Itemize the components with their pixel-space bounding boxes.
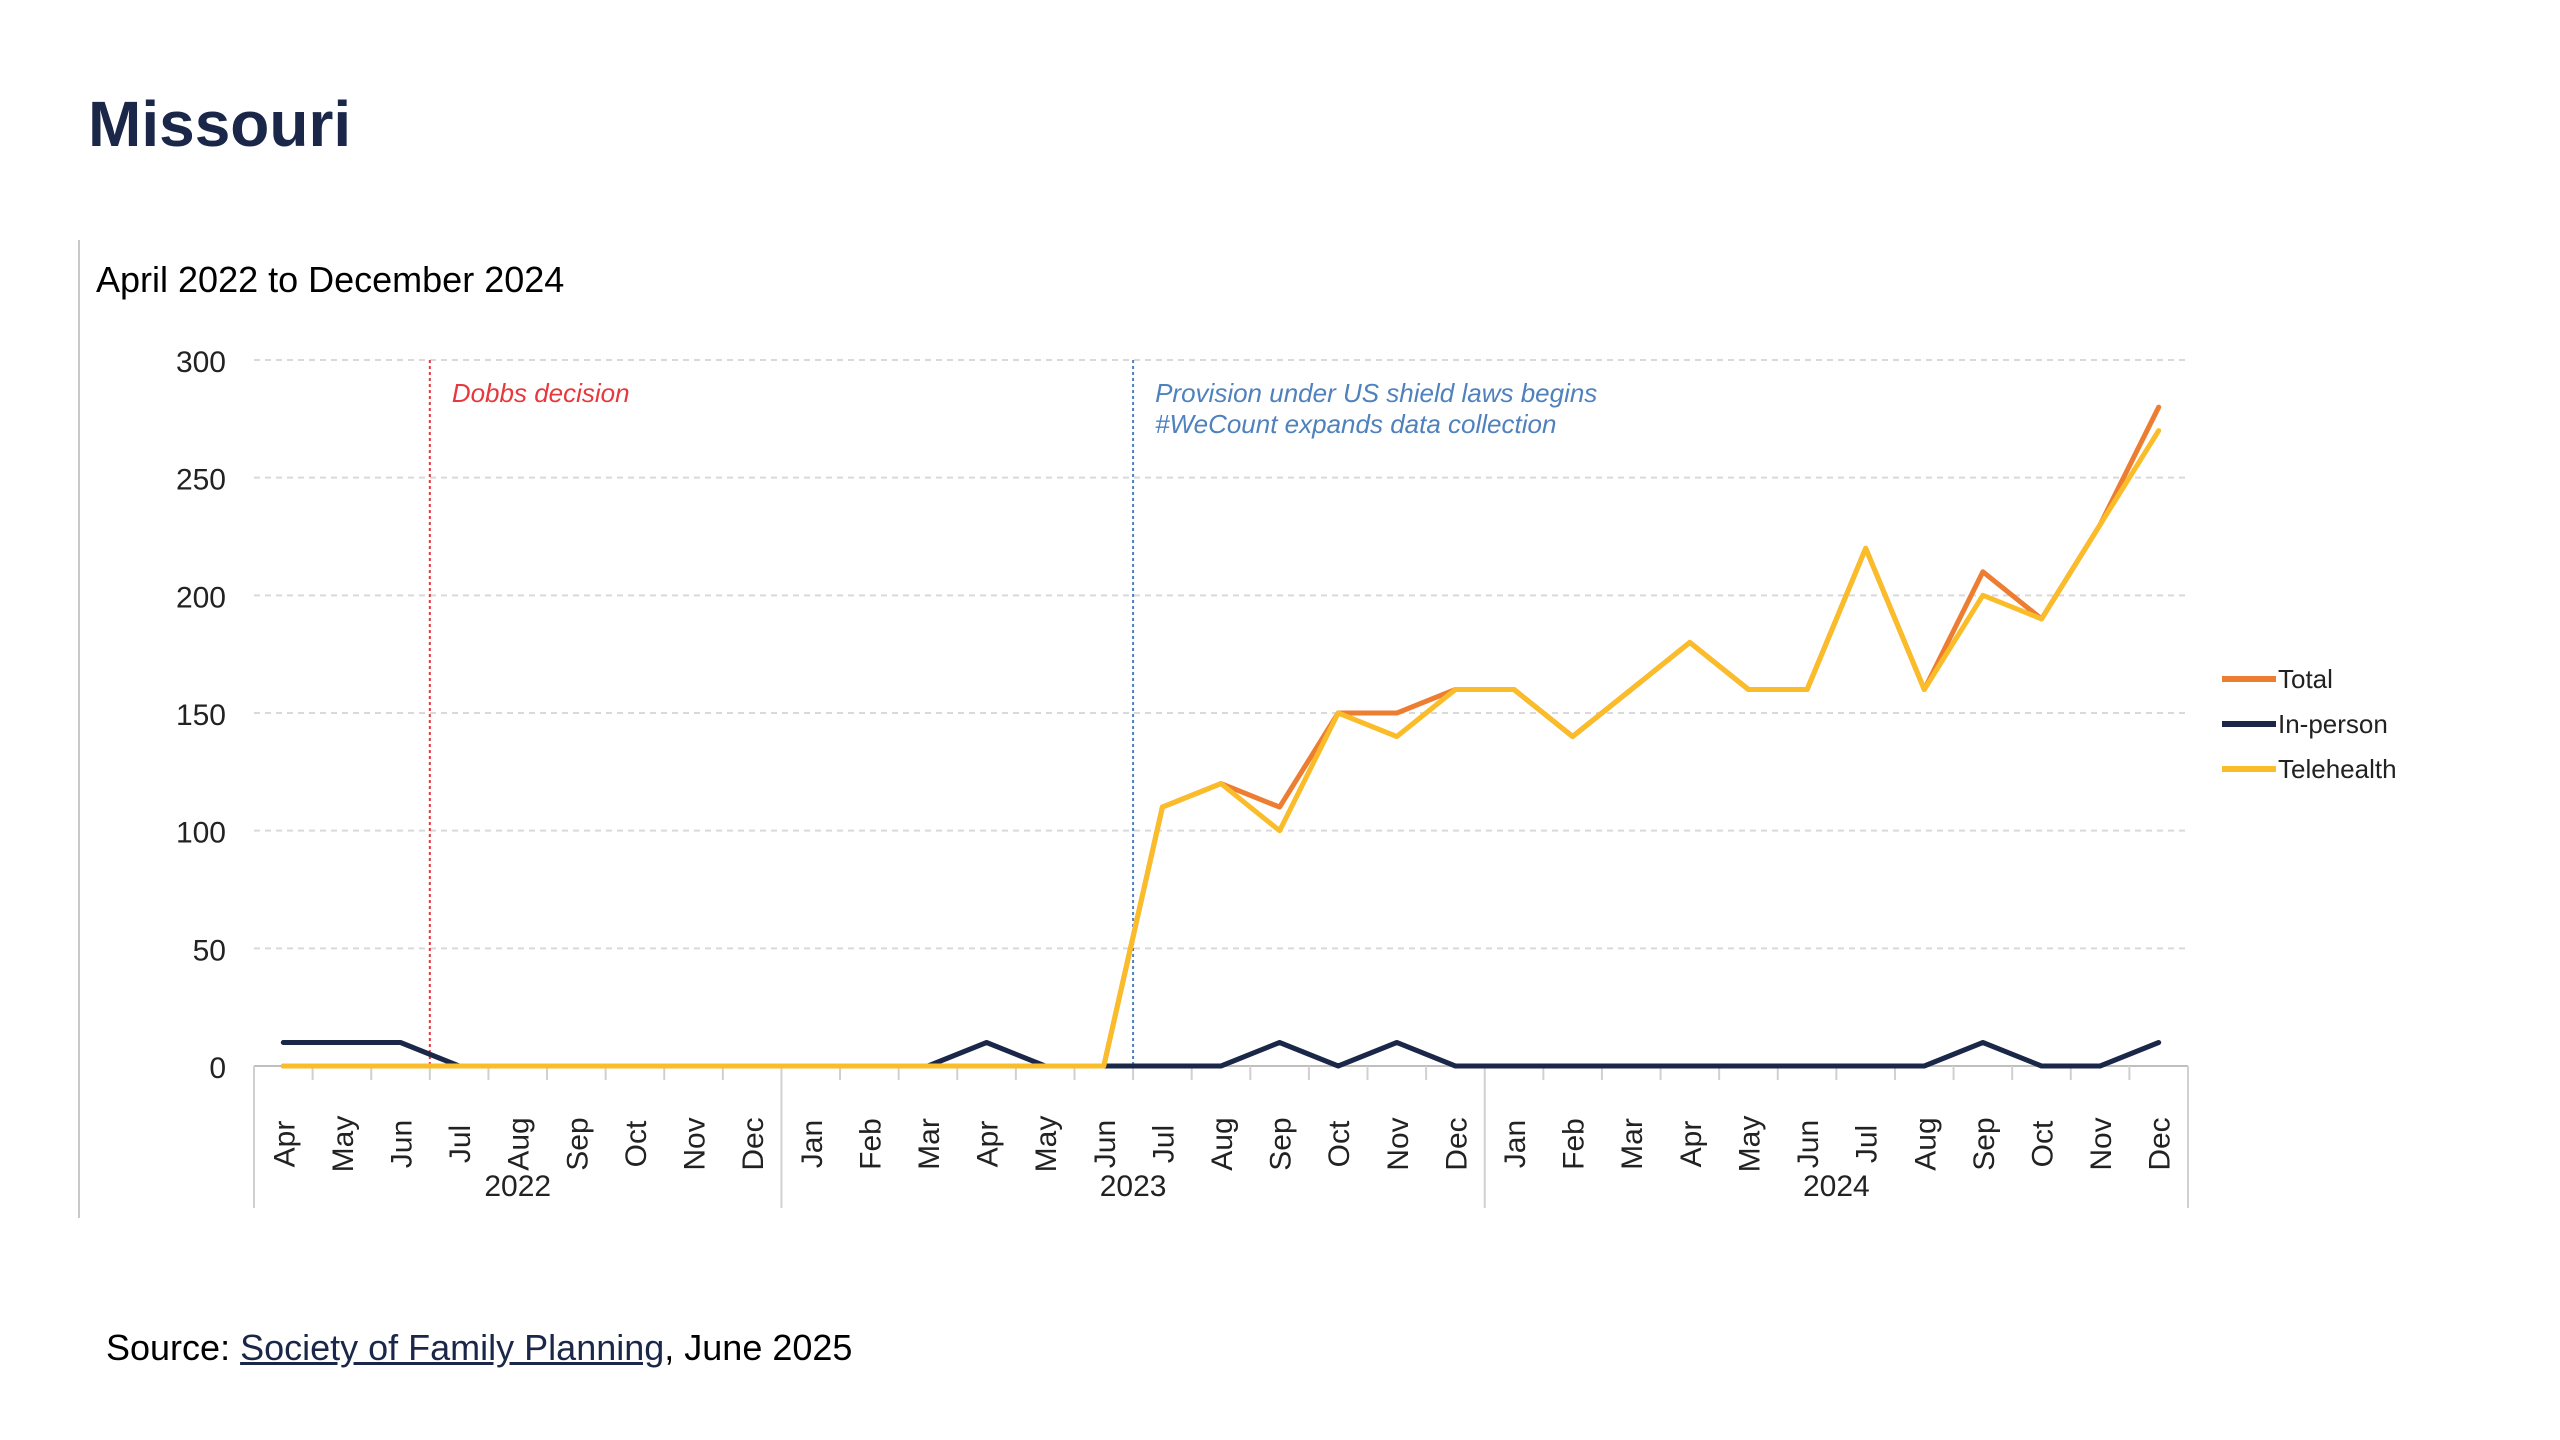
annotation-label-1: Provision under US shield laws begins — [1155, 378, 1597, 408]
page-title: Missouri — [88, 88, 352, 160]
source-line: Source: Society of Family Planning, June… — [106, 1326, 852, 1369]
x-tick-label-21: Jan — [1499, 1120, 1532, 1168]
annotation-label-0: Dobbs decision — [452, 378, 630, 408]
y-tick-label-50: 50 — [193, 934, 226, 967]
y-tick-label-100: 100 — [176, 817, 226, 850]
series-line-telehealth — [280, 428, 2162, 1069]
y-tick-label-0: 0 — [209, 1052, 226, 1085]
panel-divider — [78, 240, 80, 1218]
x-tick-label-14: Jun — [1089, 1120, 1122, 1168]
x-tick-label-18: Oct — [1323, 1120, 1356, 1167]
y-tick-label-200: 200 — [176, 581, 226, 614]
x-tick-label-26: Jun — [1792, 1120, 1825, 1168]
x-tick-label-13: May — [1030, 1116, 1063, 1173]
y-tick-label-300: 300 — [176, 346, 226, 379]
x-tick-label-24: Apr — [1675, 1121, 1708, 1168]
year-label-2023: 2023 — [1100, 1170, 1167, 1203]
x-tick-label-32: Dec — [2144, 1117, 2177, 1170]
x-tick-label-30: Oct — [2026, 1120, 2059, 1167]
x-tick-label-20: Dec — [1440, 1117, 1473, 1170]
x-tick-label-8: Dec — [737, 1117, 770, 1170]
x-tick-label-19: Nov — [1382, 1117, 1415, 1170]
x-tick-label-11: Mar — [913, 1118, 946, 1170]
x-tick-label-31: Nov — [2085, 1117, 2118, 1170]
x-tick-label-17: Sep — [1265, 1117, 1298, 1170]
source-link[interactable]: Society of Family Planning — [240, 1327, 665, 1368]
x-tick-label-7: Nov — [679, 1117, 712, 1170]
x-tick-label-9: Jan — [796, 1120, 829, 1168]
x-tick-label-2: Jun — [386, 1120, 419, 1168]
x-tick-label-22: Feb — [1558, 1118, 1591, 1170]
legend-label-in-person: In-person — [2278, 709, 2388, 739]
x-tick-label-27: Jul — [1851, 1125, 1884, 1163]
source-suffix: , June 2025 — [664, 1327, 853, 1368]
x-tick-label-25: May — [1733, 1116, 1766, 1173]
x-tick-label-3: Jul — [444, 1125, 477, 1163]
x-tick-label-4: Aug — [503, 1117, 536, 1170]
x-tick-label-1: May — [327, 1116, 360, 1173]
year-label-2022: 2022 — [484, 1170, 551, 1203]
x-tick-label-10: Feb — [854, 1118, 887, 1170]
series-line-in-person — [280, 1040, 2162, 1069]
y-tick-label-250: 250 — [176, 464, 226, 497]
legend-label-total: Total — [2278, 664, 2333, 694]
x-tick-label-16: Aug — [1206, 1117, 1239, 1170]
x-tick-label-12: Apr — [972, 1121, 1005, 1168]
legend-label-telehealth: Telehealth — [2278, 754, 2397, 784]
x-tick-label-15: Jul — [1147, 1125, 1180, 1163]
x-tick-label-23: Mar — [1616, 1118, 1649, 1170]
chart-subtitle: April 2022 to December 2024 — [96, 259, 565, 300]
x-tick-label-29: Sep — [1968, 1117, 2001, 1170]
y-tick-label-150: 150 — [176, 699, 226, 732]
annotation-label-1-line2: #WeCount expands data collection — [1155, 409, 1556, 439]
year-label-2024: 2024 — [1803, 1170, 1870, 1203]
x-tick-label-28: Aug — [1909, 1117, 1942, 1170]
x-tick-label-0: Apr — [268, 1121, 301, 1168]
source-prefix: Source: — [106, 1327, 241, 1368]
x-tick-label-6: Oct — [620, 1120, 653, 1167]
x-tick-label-5: Sep — [561, 1117, 594, 1170]
series-line-total — [280, 404, 2162, 1069]
